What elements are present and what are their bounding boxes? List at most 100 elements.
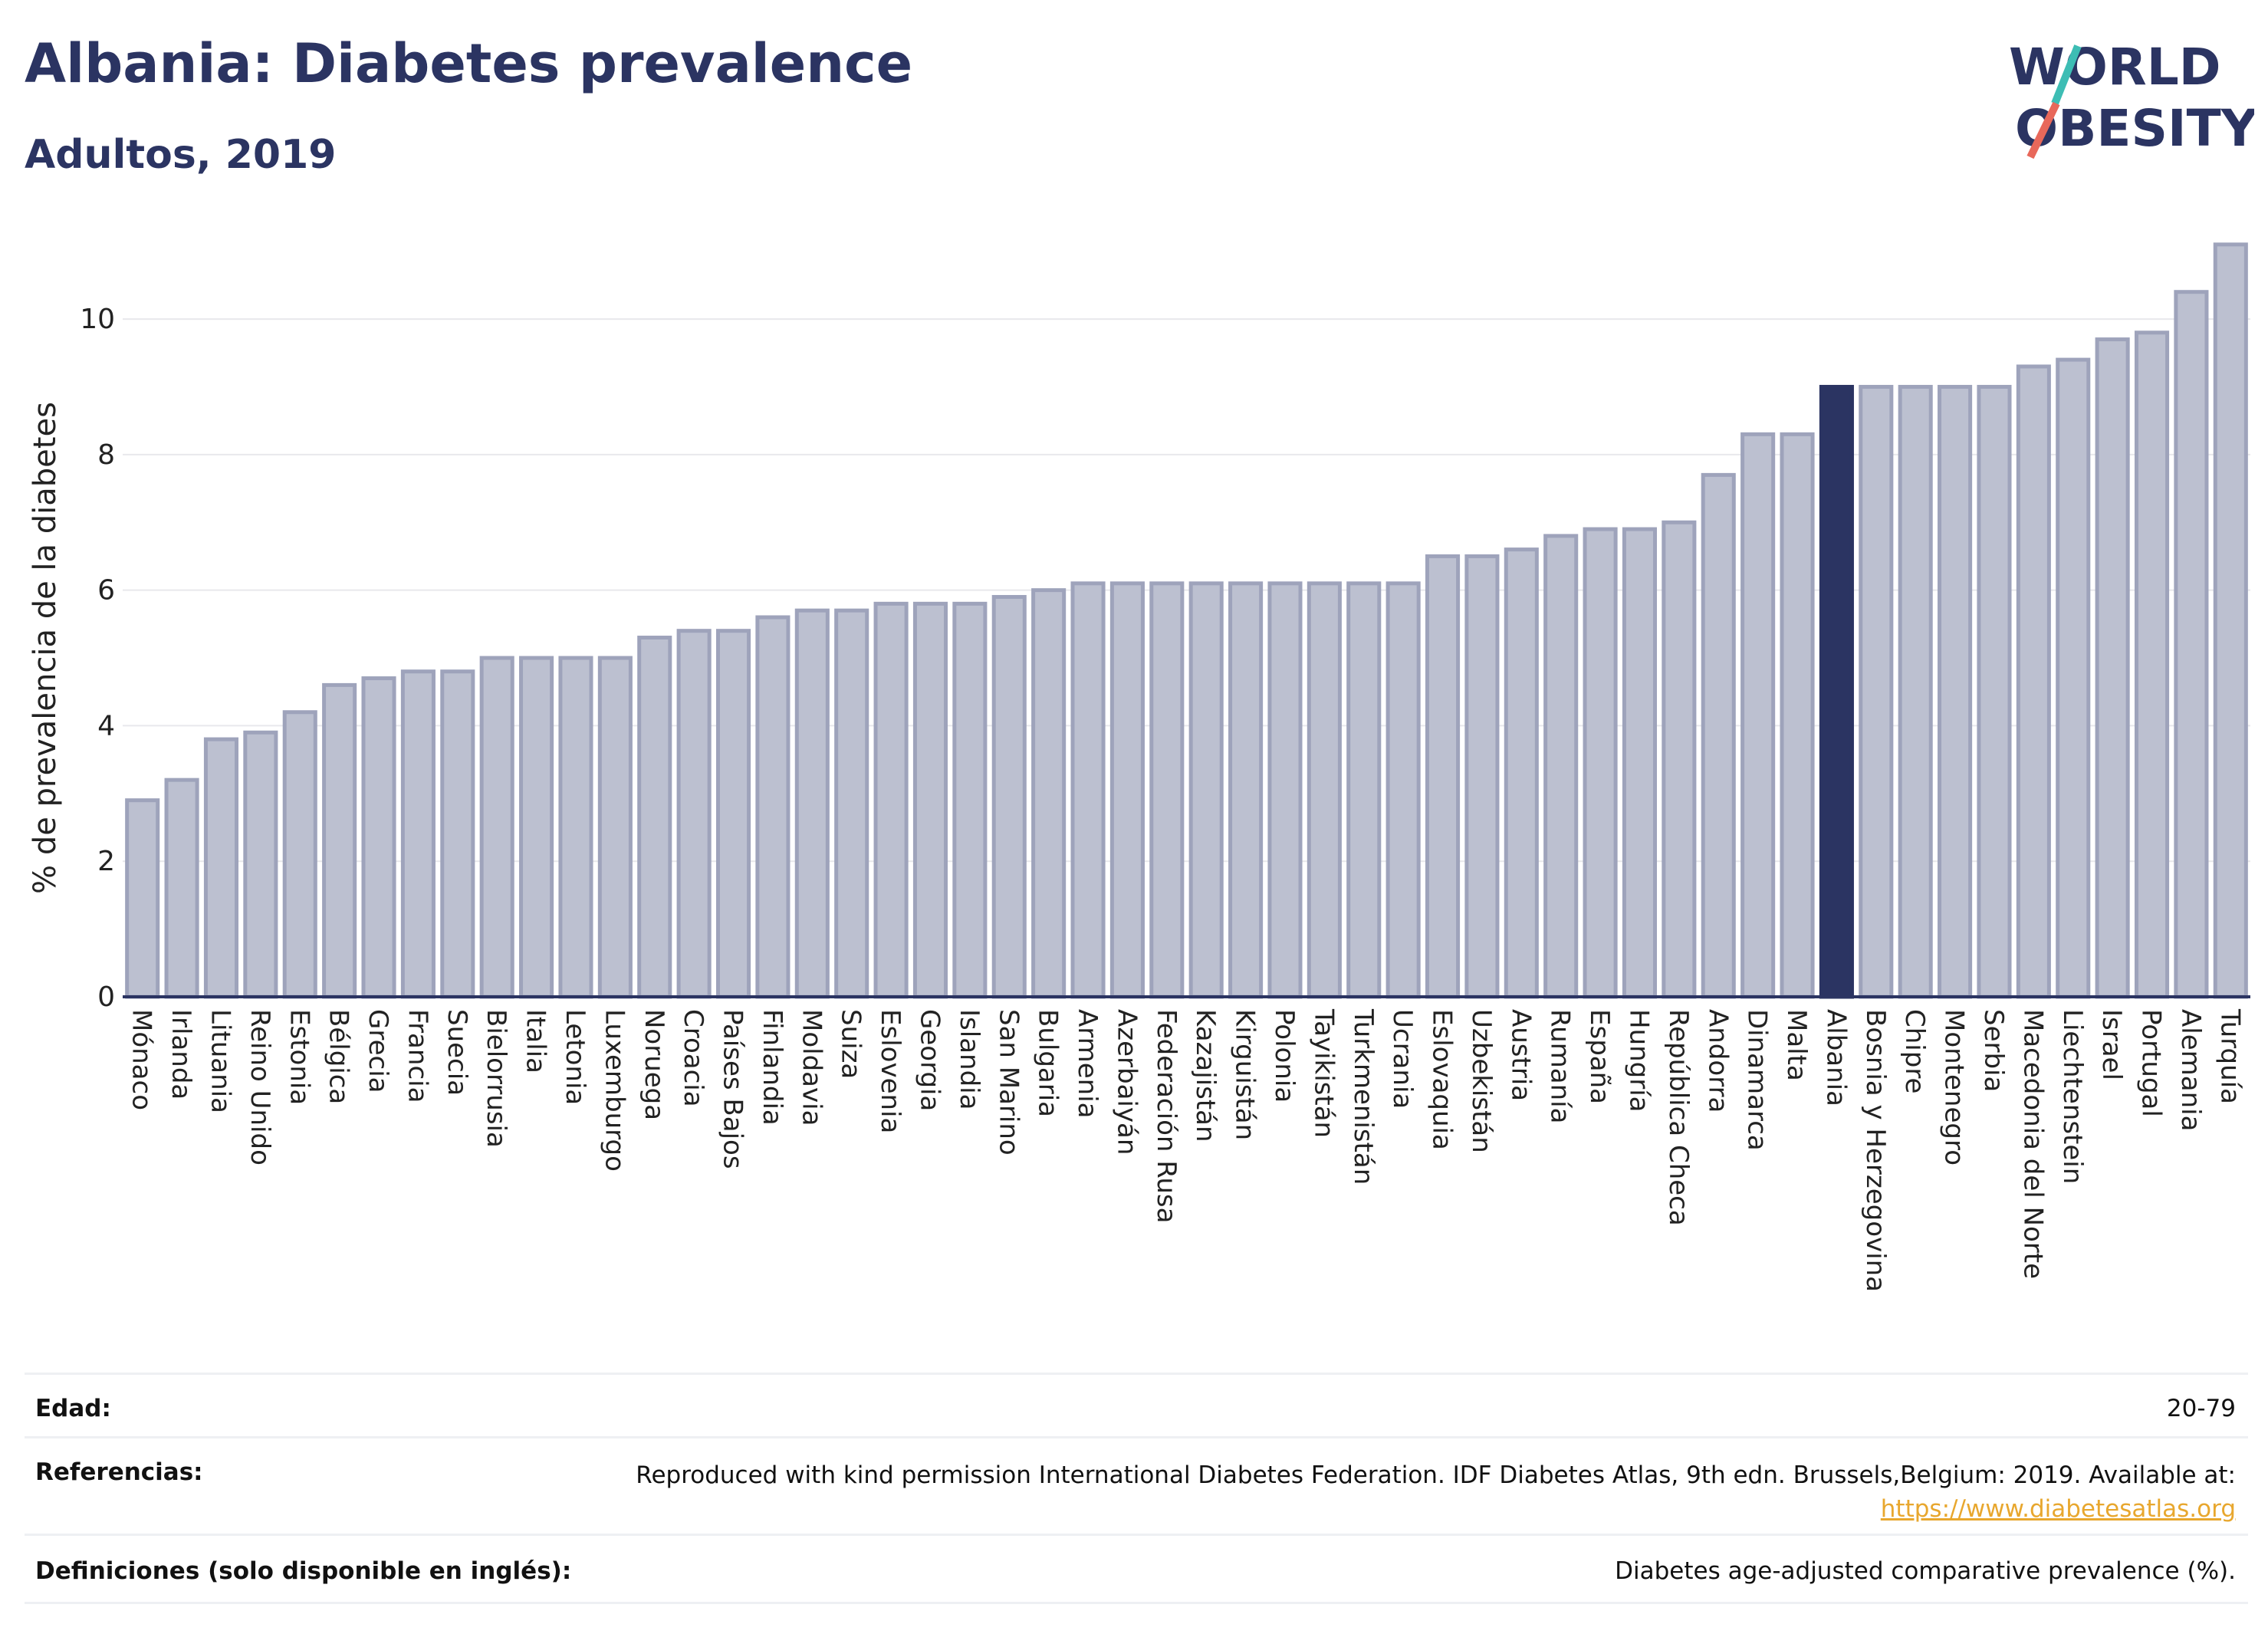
bar-azerbaiy-n <box>1109 581 1145 999</box>
x-tick-label: Malta <box>1781 1009 1812 1081</box>
x-tick-label: Hungría <box>1623 1009 1654 1113</box>
bar-federaci-n-rusa <box>1149 581 1185 999</box>
logo-slash-teal-icon <box>2051 44 2082 105</box>
bar-hungr-a <box>1622 527 1658 999</box>
x-tick-label: Eslovaquia <box>1427 1009 1458 1150</box>
x-tick-label: Federación Rusa <box>1151 1009 1182 1223</box>
definitions-label: Definiciones (solo disponible en inglés)… <box>35 1557 572 1585</box>
x-tick-label: Uzbekistán <box>1466 1009 1497 1153</box>
x-tick-label: Países Bajos <box>718 1009 748 1169</box>
x-tick-label: Turquía <box>2214 1008 2245 1104</box>
x-tick-label: Israel <box>2096 1009 2127 1080</box>
x-tick-label: Albania <box>1820 1009 1851 1106</box>
bar-albania <box>1819 384 1854 999</box>
y-tick-label: 4 <box>97 710 115 741</box>
y-axis-label: % de prevalencia de la diabetes <box>28 402 63 894</box>
bar-espa-a <box>1583 527 1618 999</box>
bar-macedonia-del-norte <box>2016 364 2051 999</box>
x-tick-label: Portugal <box>2136 1009 2167 1117</box>
x-tick-label: República Checa <box>1663 1009 1694 1226</box>
bar-polonia <box>1267 581 1303 999</box>
x-tick-label: Letonia <box>560 1009 590 1105</box>
y-tick-label: 8 <box>97 439 115 471</box>
bar-kazajist-n <box>1188 581 1224 999</box>
age-value: 20-79 <box>2166 1395 2236 1422</box>
references-text: Reproduced with kind permission Internat… <box>636 1461 2236 1489</box>
logo-line1: WORLD <box>2009 38 2221 97</box>
x-tick-label: Dinamarca <box>1742 1009 1773 1151</box>
x-tick-label: Kazajistán <box>1190 1009 1221 1142</box>
x-tick-label: Italia <box>521 1009 551 1073</box>
bar-letonia <box>558 656 593 999</box>
bar-m-naco <box>125 798 160 999</box>
y-tick-label: 2 <box>97 846 115 877</box>
info-row-end <box>25 1602 2248 1604</box>
x-tick-label: Bielorrusia <box>481 1009 511 1148</box>
x-tick-label: Rumanía <box>1545 1009 1576 1123</box>
x-tick-label: Suecia <box>442 1009 472 1096</box>
bar-luxemburgo <box>597 656 633 999</box>
x-tick-label: Tayikistán <box>1308 1008 1339 1138</box>
info-table: Edad: 20-79 Referencias: Reproduced with… <box>25 1373 2248 1604</box>
bar-austria <box>1504 547 1539 999</box>
bar-estonia <box>282 710 317 999</box>
bar-grecia <box>361 676 396 999</box>
info-row-references: Referencias: Reproduced with kind permis… <box>25 1436 2248 1534</box>
x-tick-label: Croacia <box>678 1009 708 1107</box>
bar-andorra <box>1701 472 1736 999</box>
references-value: Reproduced with kind permission Internat… <box>636 1458 2236 1526</box>
bar-chipre <box>1898 384 1933 999</box>
x-tick-label: Alemania <box>2175 1009 2206 1131</box>
x-tick-label: Noruega <box>639 1009 669 1120</box>
bar-croacia <box>676 629 712 999</box>
y-tick-label: 6 <box>97 575 115 607</box>
y-tick-label: 10 <box>80 304 115 335</box>
page-subtitle: Adultos, 2019 <box>25 132 337 178</box>
bar-rep-blica-checa <box>1662 520 1697 999</box>
references-link[interactable]: https://www.diabetesatlas.org <box>1880 1495 2236 1523</box>
bar-ucrania <box>1385 581 1421 999</box>
references-label: Referencias: <box>35 1458 203 1486</box>
bar-montenegro <box>1938 384 1973 999</box>
x-tick-label: Bélgica <box>324 1009 354 1104</box>
world-obesity-logo: WORLD OBESITY <box>2009 38 2254 159</box>
bar-bulgaria <box>1031 588 1067 999</box>
x-tick-label: España <box>1584 1009 1615 1104</box>
bar-portugal <box>2134 330 2170 999</box>
bar-malta <box>1780 432 1815 999</box>
x-tick-label: Azerbaiyán <box>1111 1009 1142 1155</box>
bar-suecia <box>440 669 475 999</box>
x-tick-label: Serbia <box>1978 1009 2009 1092</box>
x-tick-label: Montenegro <box>1939 1009 1970 1165</box>
x-tick-label: Eslovenia <box>875 1009 906 1133</box>
x-tick-label: Kirguistán <box>1230 1009 1261 1140</box>
x-tick-label: Liechtenstein <box>2057 1009 2088 1184</box>
bar-dinamarca <box>1740 432 1776 999</box>
age-label: Edad: <box>35 1395 111 1422</box>
bar-kirguist-n <box>1228 581 1264 999</box>
bar-serbia <box>1977 384 2012 999</box>
bar-islandia <box>952 601 988 999</box>
bar-alemania <box>2174 290 2209 999</box>
bar-armenia <box>1070 581 1106 999</box>
bar-suiza <box>834 608 869 999</box>
bar-lituania <box>203 737 239 999</box>
x-tick-label: Bulgaria <box>1033 1009 1063 1117</box>
info-row-definitions: Definiciones (solo disponible en inglés)… <box>25 1534 2248 1602</box>
bar-georgia <box>912 601 948 999</box>
bar-san-marino <box>991 594 1027 999</box>
x-tick-label: Bosnia y Herzegovina <box>1860 1009 1891 1292</box>
bar-reino-unido <box>243 730 278 999</box>
x-tick-label: Estonia <box>284 1009 314 1105</box>
bar-ruman-a <box>1543 534 1579 999</box>
x-tick-label: Armenia <box>1072 1009 1103 1119</box>
x-tick-label: Moldavia <box>796 1009 827 1126</box>
y-tick-label: 0 <box>97 981 115 1013</box>
x-tick-label: Ucrania <box>1387 1009 1418 1109</box>
x-tick-label: Luxemburgo <box>599 1009 629 1172</box>
x-tick-label: Georgia <box>914 1009 945 1111</box>
bar-irlanda <box>164 778 199 999</box>
bar-bielorrusia <box>479 656 514 999</box>
bar-b-lgica <box>322 682 357 999</box>
x-tick-label: Finlandia <box>757 1009 787 1126</box>
